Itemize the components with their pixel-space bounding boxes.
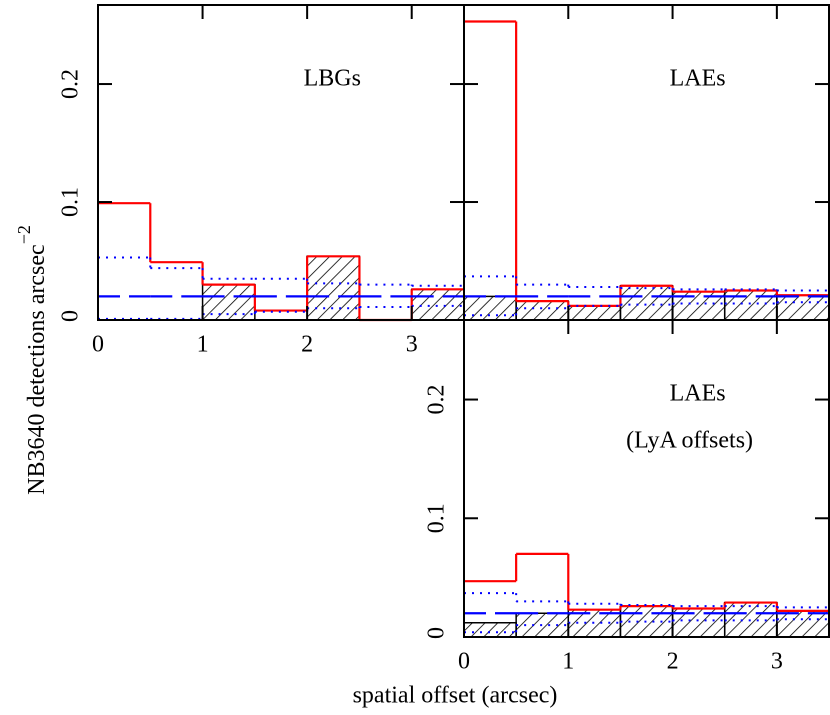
panel-label: LBGs (304, 66, 361, 92)
panel-label: LAEs (670, 381, 726, 407)
hatched-bar (723, 601, 778, 638)
panel-label: (LyA offsets) (626, 428, 753, 454)
hatched-bar (410, 288, 465, 321)
x-tick-label: 2 (301, 332, 313, 358)
x-tick-label: 0 (458, 649, 470, 675)
y-tick-label: 0.2 (58, 69, 84, 99)
hatched-bar (515, 612, 570, 638)
x-tick-label: 1 (562, 649, 574, 675)
y-axis-label: NB3640 detections arcsec−2 (14, 225, 49, 495)
x-tick-label: 1 (197, 332, 209, 358)
y-label-exponent: −2 (14, 225, 34, 244)
y-label-text: NB3640 detections arcsec (24, 244, 50, 495)
hatched-bar (201, 283, 256, 321)
hatched-bar (463, 295, 517, 321)
y-tick-label: 0.2 (424, 385, 450, 415)
y-tick-label: 0 (58, 310, 84, 322)
y-tick-label: 0.1 (424, 503, 450, 533)
hatched-bar (567, 305, 622, 321)
hatched-bar (463, 622, 517, 638)
y-tick-label: 0.1 (58, 187, 84, 217)
y-tick-label: 0 (424, 627, 450, 639)
x-tick-label: 3 (406, 332, 418, 358)
hatched-bar (776, 610, 830, 638)
hatched-bar (723, 289, 778, 321)
panel-label: LAEs (670, 66, 726, 92)
panel-frame (463, 319, 830, 638)
hatched-bar (619, 605, 674, 638)
x-axis-label: spatial offset (arcsec) (353, 683, 558, 709)
x-tick-label: 0 (92, 332, 104, 358)
panel-frame (463, 4, 830, 321)
hatched-bar (515, 300, 570, 321)
hatched-bar (776, 294, 830, 321)
x-tick-label: 2 (667, 649, 679, 675)
x-tick-label: 3 (771, 649, 783, 675)
panel-frame (97, 4, 465, 321)
hatched-bar (306, 255, 361, 321)
hatched-bar (619, 285, 674, 321)
